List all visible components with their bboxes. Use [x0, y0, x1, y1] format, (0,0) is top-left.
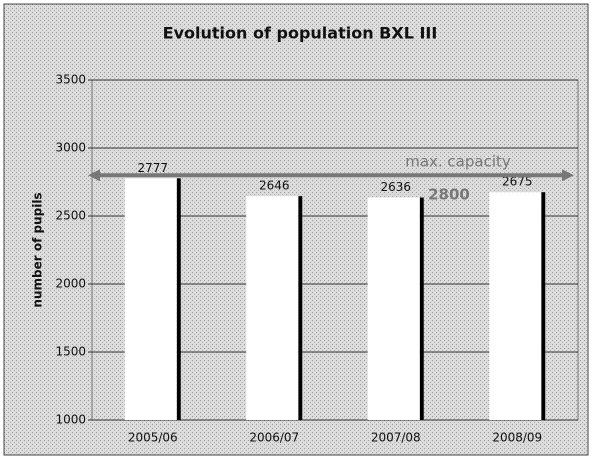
bar-shadow: [419, 197, 424, 420]
data-label: 2636: [380, 180, 411, 194]
y-tick-label: 2000: [55, 277, 86, 291]
y-tick-label: 2500: [55, 209, 86, 223]
capacity-value: 2800: [428, 186, 470, 204]
y-tick-label: 1500: [55, 345, 86, 359]
bar: [124, 178, 177, 420]
chart-title: Evolution of population BXL III: [163, 24, 438, 43]
bar-shadow: [541, 192, 546, 420]
x-tick-label: 2008/09: [492, 431, 542, 445]
data-label: 2646: [259, 179, 290, 193]
x-tick-label: 2005/06: [128, 431, 178, 445]
bar-shadow: [298, 196, 303, 420]
y-tick-label: 3500: [55, 73, 86, 87]
data-label: 2777: [137, 161, 168, 175]
bar: [367, 197, 420, 420]
x-tick-label: 2006/07: [249, 431, 299, 445]
capacity-label: max. capacity: [405, 153, 511, 171]
bar: [489, 192, 542, 420]
x-tick-label: 2007/08: [371, 431, 421, 445]
data-label: 2675: [502, 175, 533, 189]
y-axis-label: number of pupils: [31, 192, 45, 307]
y-tick-label: 3000: [55, 141, 86, 155]
bar: [246, 196, 299, 420]
bar-shadow: [176, 178, 181, 420]
y-tick-label: 1000: [55, 413, 86, 427]
